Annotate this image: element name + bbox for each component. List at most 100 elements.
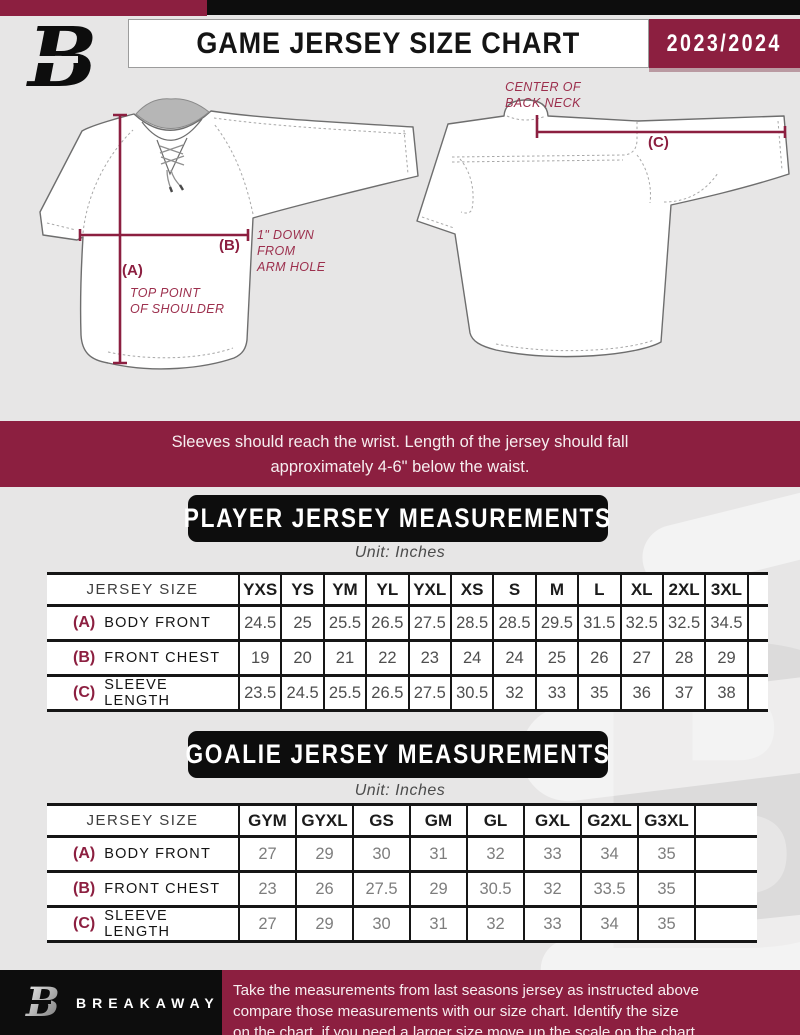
value-cell: 25 [534, 642, 578, 677]
size-header-cell: XL [619, 572, 662, 607]
table-open-stub [746, 607, 768, 642]
value-cell: 38 [704, 677, 747, 712]
value-cell: 34 [580, 908, 637, 943]
player-measurements-table: JERSEY SIZE YXS YS YM YL YXL XS S M L XL 2XL 3XL (A) B… [47, 572, 768, 712]
player-section-banner: PLAYER JERSEY MEASUREMENTS [184, 495, 610, 542]
front-jersey-diagram [39, 98, 419, 370]
player-section-title: PLAYER JERSEY MEASUREMENTS [183, 503, 613, 533]
value-cell: 22 [365, 642, 408, 677]
value-cell: 35 [637, 908, 694, 943]
value-cell: 20 [280, 642, 323, 677]
size-header-cell: GM [409, 803, 466, 838]
value-cell: 30 [352, 908, 409, 943]
value-cell: 25.5 [322, 677, 366, 712]
value-cell: 32 [466, 908, 523, 943]
size-header-cell: M [534, 572, 578, 607]
value-cell: 26 [577, 642, 620, 677]
page-title-box: GAME JERSEY SIZE CHART [128, 19, 649, 68]
value-cell: 24.5 [280, 677, 323, 712]
top-bar-black [207, 0, 800, 15]
goalie-measurements-table: JERSEY SIZE GYM GYXL GS GM GL GXL G2XL G3XL (A) BO… [47, 803, 757, 943]
value-cell: 19 [238, 642, 281, 677]
fit-notice-line-1: Sleeves should reach the wrist. Length o… [171, 433, 629, 451]
row-key: (B) [73, 880, 96, 897]
size-header-cell: 2XL [661, 572, 705, 607]
table-open-stub [746, 642, 768, 677]
label-a-caption: TOP POINT OF SHOULDER [130, 286, 225, 316]
size-header-cell: GL [466, 803, 523, 838]
value-cell: 33.5 [580, 873, 637, 908]
measurement-lines-front [78, 113, 250, 365]
size-header-cell: GYM [238, 803, 295, 838]
size-header-cell: GXL [523, 803, 580, 838]
footer-line-3: on the chart, if you need a larger size … [233, 1024, 695, 1035]
size-header-cell: XS [449, 572, 493, 607]
value-cell: 26 [295, 873, 352, 908]
value-cell: 28.5 [449, 607, 493, 642]
table-open-stub [746, 572, 768, 607]
table-open-stub [694, 803, 757, 838]
value-cell: 35 [637, 838, 694, 873]
value-cell: 25 [280, 607, 323, 642]
row-label: BODY FRONT [104, 846, 212, 862]
value-cell: 21 [322, 642, 366, 677]
back-neck-caption: CENTER OF BACK NECK [505, 80, 581, 110]
row-label: FRONT CHEST [104, 881, 221, 897]
value-cell: 26.5 [365, 607, 408, 642]
value-cell: 27.5 [407, 607, 450, 642]
row-label-cell: (A) BODY FRONT [47, 838, 238, 873]
footer-instructions: Take the measurements from last seasons … [222, 970, 800, 1035]
size-header-cell: YS [280, 572, 323, 607]
row-label: FRONT CHEST [104, 650, 221, 666]
value-cell: 29 [295, 908, 352, 943]
footer-brand-name: BREAKAWAY [76, 994, 220, 1011]
value-cell: 33 [534, 677, 578, 712]
value-cell: 23 [238, 873, 295, 908]
label-a: (A) [122, 262, 143, 279]
row-label-cell: (B) FRONT CHEST [47, 873, 238, 908]
stitch-seams [421, 115, 783, 352]
table-corner-label: JERSEY SIZE [47, 803, 238, 838]
season-badge: 2023/2024 [649, 19, 800, 68]
row-key: (C) [73, 684, 96, 701]
goalie-section-banner: GOALIE JERSEY MEASUREMENTS [185, 731, 611, 778]
footer-brand-block: B BREAKAWAY [0, 970, 222, 1035]
value-cell: 32.5 [661, 607, 705, 642]
label-c: (C) [648, 134, 669, 151]
size-header-cell: G2XL [580, 803, 637, 838]
row-label-cell: (C) SLEEVE LENGTH [47, 677, 238, 712]
stitch-seams [46, 117, 409, 359]
value-cell: 25.5 [322, 607, 366, 642]
breakaway-footer-logo: B [24, 981, 60, 1025]
size-header-cell: S [492, 572, 535, 607]
goalie-section-title: GOALIE JERSEY MEASUREMENTS [185, 739, 611, 769]
value-cell: 29 [295, 838, 352, 873]
row-label-cell: (A) BODY FRONT [47, 607, 238, 642]
row-label-cell: (C) SLEEVE LENGTH [47, 908, 238, 943]
row-label: SLEEVE LENGTH [104, 677, 171, 709]
page-title: GAME JERSEY SIZE CHART [196, 26, 581, 60]
row-key: (A) [73, 845, 96, 862]
table-open-stub [694, 873, 757, 908]
value-cell: 27 [619, 642, 662, 677]
table-open-stub [694, 908, 757, 943]
value-cell: 33 [523, 838, 580, 873]
value-cell: 32.5 [619, 607, 662, 642]
season-label: 2023/2024 [666, 29, 783, 57]
row-label: BODY FRONT [104, 615, 212, 631]
value-cell: 33 [523, 908, 580, 943]
fit-notice-banner: Sleeves should reach the wrist. Length o… [0, 421, 800, 487]
value-cell: 27 [238, 838, 295, 873]
value-cell: 29 [409, 873, 466, 908]
breakaway-monogram-logo: B [22, 16, 97, 106]
table-open-stub [746, 677, 768, 712]
value-cell: 36 [619, 677, 662, 712]
top-bar-maroon [0, 0, 207, 16]
value-cell: 27.5 [352, 873, 409, 908]
value-cell: 34.5 [704, 607, 747, 642]
value-cell: 32 [466, 838, 523, 873]
size-header-cell: GYXL [295, 803, 352, 838]
size-header-cell: 3XL [704, 572, 747, 607]
value-cell: 31.5 [577, 607, 620, 642]
footer-line-2: compare those measurements with our size… [233, 1003, 679, 1020]
